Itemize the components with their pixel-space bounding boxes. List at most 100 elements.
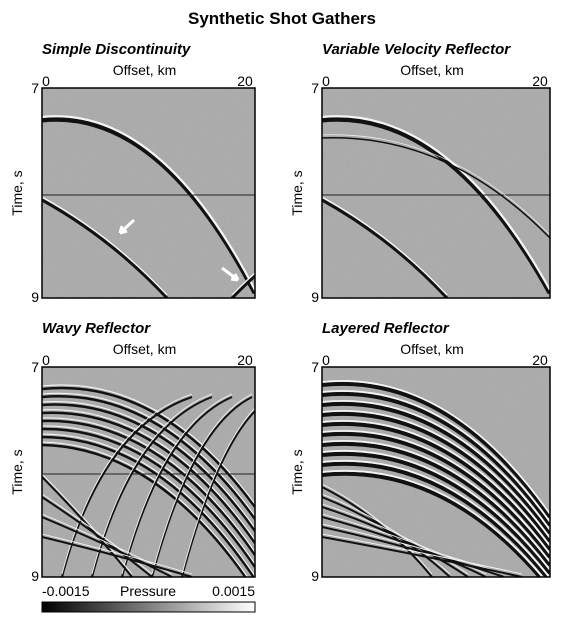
wavefront-light: [322, 196, 448, 296]
wavefronts: [42, 115, 255, 298]
wavefront: [42, 476, 133, 577]
wavefront-light: [42, 392, 255, 517]
x-axis-label: Offset, km: [113, 341, 177, 357]
x-tick-label: 0: [42, 352, 50, 368]
wavefront: [42, 496, 153, 577]
colorbar-min: -0.0015: [42, 583, 90, 599]
wavefront-light: [322, 420, 550, 547]
wavefront: [42, 536, 193, 577]
wavefront: [322, 392, 550, 527]
gather-frame: [321, 87, 551, 299]
wavefront: [322, 526, 505, 577]
wavefront: [322, 137, 550, 239]
wavefronts: [322, 380, 550, 577]
panel-title: Simple Discontinuity: [42, 41, 191, 58]
wavefront: [322, 536, 523, 577]
wavefront-light: [42, 115, 255, 291]
panel: Layered Reflector Offset, km 0 20 7 9 Time, s: [289, 320, 551, 584]
wavefront: [42, 116, 255, 295]
wavefront: [322, 496, 451, 577]
y-tick-label: 7: [311, 359, 319, 375]
x-tick-label: 20: [532, 352, 548, 368]
wavefront-light: [42, 433, 255, 577]
wavefronts: [322, 115, 550, 298]
y-tick-label: 9: [31, 568, 39, 584]
y-axis-label: Time, s: [9, 170, 25, 215]
y-tick-label: 7: [31, 80, 39, 96]
panel: Wavy Reflector Offset, km 0 20 7 9 Time, s: [9, 320, 256, 584]
wavefront: [42, 198, 169, 298]
wavefront: [151, 396, 253, 577]
panel-title: Layered Reflector: [322, 320, 450, 337]
y-axis-label: Time, s: [289, 449, 305, 494]
wavefront-light: [322, 493, 451, 575]
y-tick-label: 9: [31, 289, 39, 305]
gather-frame: [41, 87, 256, 299]
wavefront-light: [322, 503, 469, 575]
x-axis-label: Offset, km: [400, 62, 464, 78]
colorbar: [41, 601, 256, 613]
wavefront-light: [322, 380, 550, 515]
figure-title: Synthetic Shot Gathers: [188, 9, 376, 28]
wavefront-light: [151, 393, 253, 575]
y-axis-label: Time, s: [9, 449, 25, 494]
wavefront-light: [42, 425, 255, 565]
wavefront-light: [42, 196, 168, 296]
colorbar-max: 0.0015: [212, 583, 255, 599]
wavefront: [322, 516, 487, 577]
wavefront: [322, 431, 550, 559]
panel: Variable Velocity Reflector Offset, km 0 20…: [289, 41, 551, 305]
wavefront-light: [322, 400, 550, 531]
wavefront-light: [121, 393, 233, 575]
wavefront: [322, 461, 550, 577]
x-tick-label: 0: [322, 352, 330, 368]
wavefront-light: [322, 469, 544, 577]
wavefront-light: [322, 460, 550, 577]
wavefronts: [42, 384, 255, 577]
wavefront-light: [322, 134, 550, 236]
arrow: [221, 266, 240, 282]
wavefront: [42, 516, 173, 577]
x-tick-label: 0: [322, 73, 330, 89]
y-tick-label: 9: [311, 568, 319, 584]
wavefront-light: [322, 410, 550, 539]
wavefront: [322, 382, 550, 519]
wavefront-light: [42, 441, 249, 577]
colorbar-label: Pressure: [120, 583, 176, 599]
x-axis-label: Offset, km: [113, 62, 177, 78]
y-axis-label: Time, s: [289, 170, 305, 215]
wavefront-light: [42, 473, 133, 575]
wavefront: [322, 451, 550, 575]
wavefront: [181, 409, 255, 577]
x-tick-label: 20: [237, 352, 253, 368]
wavefront-light: [322, 483, 433, 575]
wavefront-light: [42, 533, 193, 575]
wavefront-light: [231, 272, 255, 296]
wavefront-light: [322, 523, 505, 575]
wavefront: [322, 198, 449, 298]
gather-frame: [321, 366, 551, 578]
wavefront-light: [42, 417, 255, 553]
wavefront: [322, 441, 550, 567]
wavefront: [42, 395, 255, 520]
wavefront-light: [42, 493, 153, 575]
wavefront: [230, 274, 255, 298]
x-axis-label: Offset, km: [400, 341, 464, 357]
wavefront: [42, 403, 255, 532]
wavefront-light: [322, 430, 550, 555]
y-tick-label: 7: [311, 80, 319, 96]
x-tick-label: 20: [237, 73, 253, 89]
wavefront: [42, 435, 255, 577]
panel-title: Wavy Reflector: [42, 320, 151, 337]
wavefront-light: [42, 400, 255, 529]
wavefront: [322, 471, 543, 577]
wavefront: [322, 411, 550, 543]
wavefront-light: [322, 440, 550, 563]
wavefront: [322, 402, 550, 535]
arrow: [118, 218, 136, 235]
panel: Simple Discontinuity Offset, km 0 20 7 9 Time,…: [9, 41, 256, 305]
gather-frame: [41, 366, 256, 578]
wavefront: [322, 421, 550, 551]
wavefront: [42, 411, 255, 544]
